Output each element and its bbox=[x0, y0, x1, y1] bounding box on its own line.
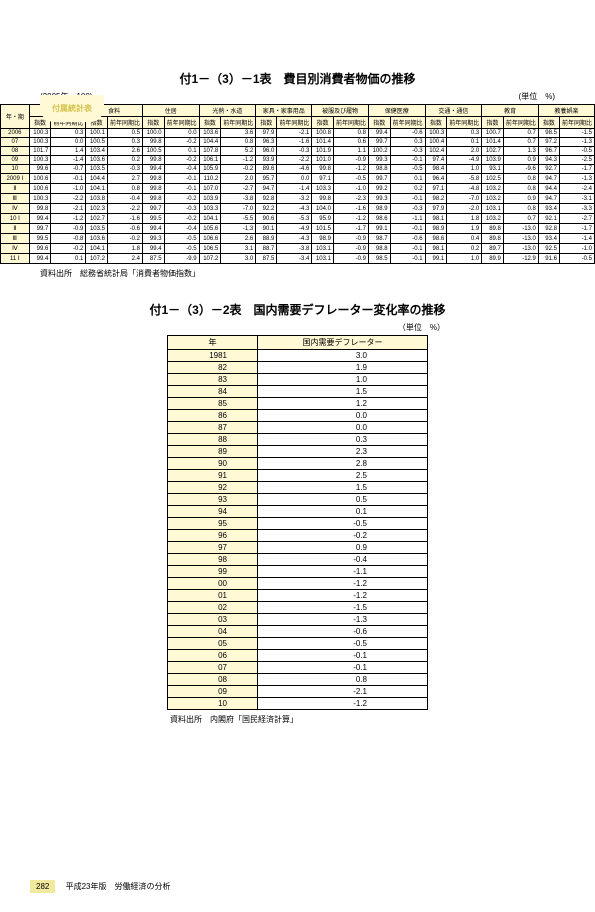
table1-unit: (単位 %) bbox=[519, 91, 555, 102]
table1-subtitle-row: (2005年＝100) (単位 %) bbox=[40, 91, 555, 102]
table1-source: 資料出所 総務省統計局「消費者物価指数」 bbox=[40, 268, 555, 279]
tab-label: 付属統計表 bbox=[52, 104, 92, 113]
page-number: 282 bbox=[30, 880, 55, 893]
deflator-table: 年国内需要デフレーター19813.0821.9831.0841.5851.286… bbox=[167, 335, 428, 710]
page-footer: 282 平成23年版 労働経済の分析 bbox=[30, 881, 171, 892]
table1-title: 付1－（3）－1表 費目別消費者物価の推移 bbox=[0, 70, 595, 87]
table2-unit: （単位 %） bbox=[0, 322, 445, 333]
table2-title: 付1－（3）－2表 国内需要デフレーター変化率の推移 bbox=[0, 301, 595, 318]
footer-text: 平成23年版 労働経済の分析 bbox=[66, 882, 171, 891]
table2-source: 資料出所 内閣府「国民経済計算」 bbox=[170, 714, 555, 725]
cpi-table: 年・期総合食料住居光熱・水道家具・家事用品被服及び履物保健医療交通・通信教育教養… bbox=[0, 104, 595, 264]
section-tab: 付属統計表 bbox=[40, 95, 104, 122]
